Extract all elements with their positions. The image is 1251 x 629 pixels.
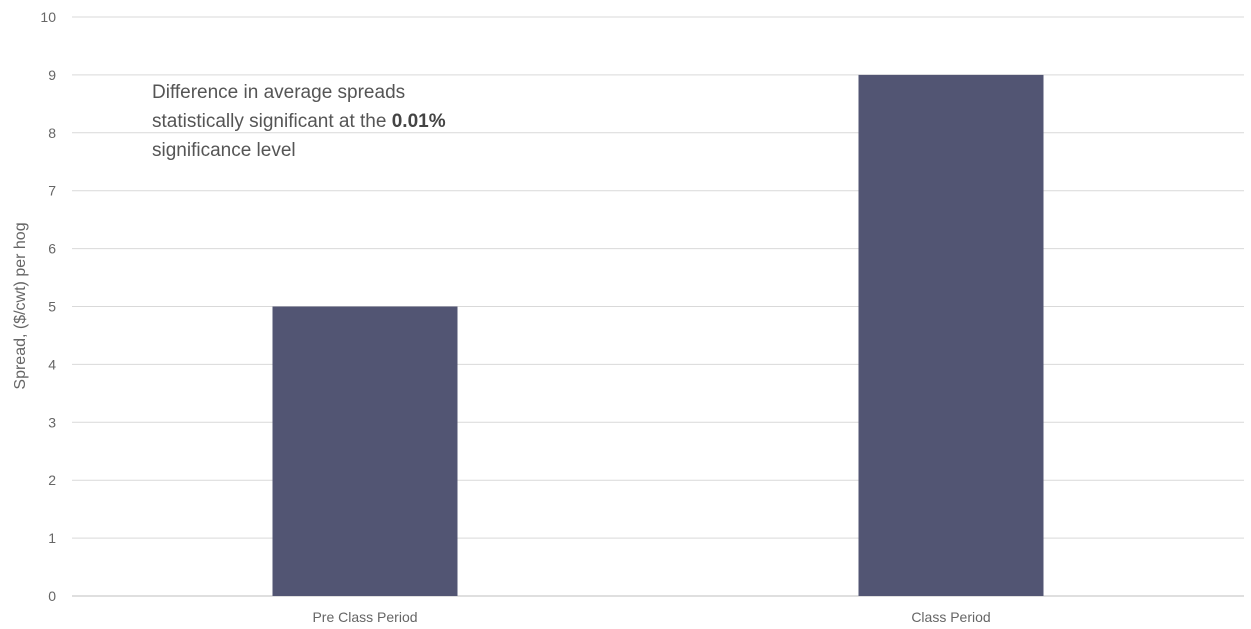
annotation-line-1: Difference in average spreads <box>152 82 406 103</box>
x-axis-tick-labels: Pre Class Period Class Period <box>312 609 990 625</box>
y-tick-label-8: 8 <box>48 125 56 141</box>
annotation-line-3: significance level <box>152 140 296 161</box>
annotation-significance-value: 0.01% <box>391 111 446 132</box>
bar-pre-class-period <box>272 306 458 596</box>
y-tick-label-4: 4 <box>48 356 56 372</box>
annotation-line-2: statistically significant at the 0.01% <box>152 107 572 136</box>
grid-lines <box>72 16 1244 597</box>
y-tick-label-1: 1 <box>48 530 56 546</box>
bar-class-period <box>858 74 1044 596</box>
y-tick-label-9: 9 <box>48 67 56 83</box>
x-tick-label-pre-class-period: Pre Class Period <box>312 609 417 625</box>
bars <box>272 74 1044 596</box>
y-tick-label-6: 6 <box>48 241 56 257</box>
y-tick-label-3: 3 <box>48 414 56 430</box>
y-axis-title: Spread, ($/cwt) per hog <box>12 222 29 389</box>
y-tick-label-5: 5 <box>48 299 56 315</box>
y-tick-label-0: 0 <box>48 588 56 604</box>
y-tick-label-10: 10 <box>40 9 56 25</box>
x-tick-label-class-period: Class Period <box>911 609 990 625</box>
y-axis-tick-labels: 0 1 2 3 4 5 6 7 8 9 10 <box>40 9 56 604</box>
y-tick-label-7: 7 <box>48 183 56 199</box>
annotation-line-2-text: statistically significant at the <box>152 111 392 132</box>
significance-annotation: Difference in average spreads statistica… <box>152 78 572 165</box>
y-tick-label-2: 2 <box>48 472 56 488</box>
